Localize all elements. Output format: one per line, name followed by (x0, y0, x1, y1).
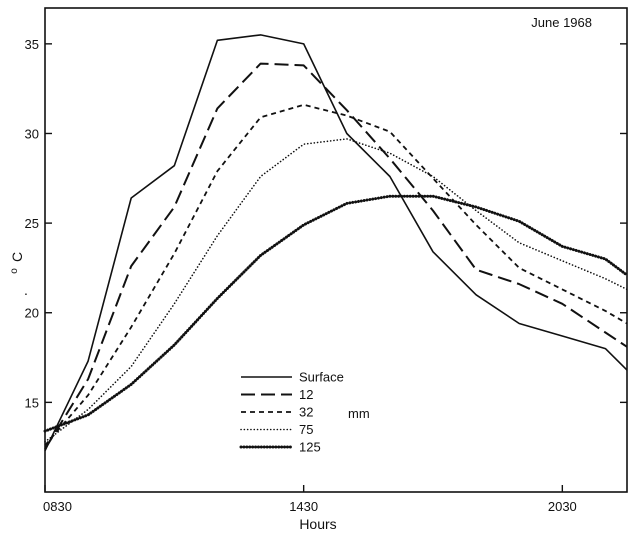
series-line-125mm (43, 194, 629, 433)
y-axis-title-dot: . (24, 282, 28, 298)
y-tick-label-30: 30 (25, 126, 39, 141)
legend-label-125mm: 125 (299, 440, 321, 455)
series-line-75mm (44, 138, 628, 443)
y-tick-label-20: 20 (25, 306, 39, 321)
series-line-surface (44, 34, 628, 452)
series-layer (43, 34, 629, 452)
y-tick-label-25: 25 (25, 216, 39, 231)
x-tick-label-2030: 2030 (548, 499, 577, 514)
legend-unit-label: mm (348, 406, 370, 421)
plot-frame (44, 7, 628, 493)
y-tick-label-35: 35 (25, 37, 39, 52)
x-axis-title: Hours (299, 516, 336, 532)
date-annotation: June 1968 (531, 15, 592, 30)
x-tick-label-1430: 1430 (289, 499, 318, 514)
legend: Surface 12 32 75 125 (239, 370, 344, 455)
legend-label-32mm: 32 (299, 405, 313, 420)
ticks-layer: 15 20 25 30 35 0830 1430 2030 (25, 37, 627, 514)
legend-label-surface: Surface (299, 370, 344, 385)
x-tick-label-0830: 0830 (43, 499, 72, 514)
y-axis-title-text: C (9, 252, 25, 262)
y-axis-title: o C (9, 252, 25, 274)
legend-label-75mm: 75 (299, 422, 313, 437)
series-line-12mm (44, 62, 628, 450)
series-line-32mm (44, 103, 628, 446)
y-tick-label-15: 15 (25, 395, 39, 410)
y-axis-title-superscript: o (9, 268, 20, 274)
legend-label-12mm: 12 (299, 387, 313, 402)
